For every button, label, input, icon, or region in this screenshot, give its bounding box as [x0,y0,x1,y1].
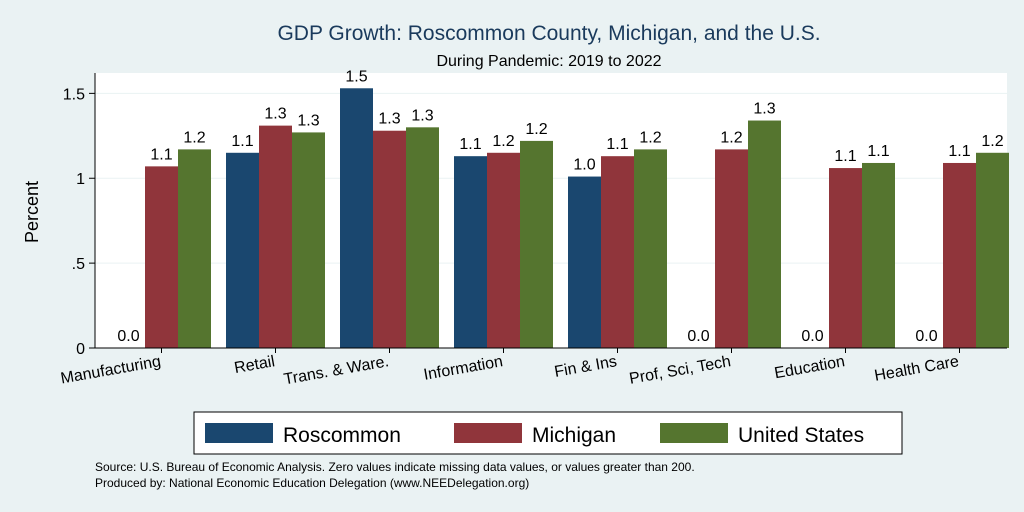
data-label: 1.2 [525,121,547,138]
x-tick-label: Information [422,353,504,384]
data-label: 1.1 [834,148,856,165]
bar [145,166,178,348]
y-axis-label: Percent [22,181,42,243]
bar [943,162,976,348]
data-label: 1.1 [150,146,172,163]
x-tick-label: Health Care [873,353,960,385]
bar [340,88,373,349]
bar [748,120,781,349]
data-label: 0.0 [801,328,823,345]
data-label: 0.0 [687,328,709,345]
bar [178,149,211,348]
data-label: 1.3 [264,106,286,123]
data-label: 1.1 [867,143,889,160]
x-tick-label: Fin & Ins [553,353,618,381]
y-tick-label: 1 [76,171,85,188]
data-label: 1.2 [720,129,742,146]
data-labels-group: 0.0 1.1 1.2 1.1 1.3 1.3 1.5 1.3 1.3 1.1 1.2 1.2 1.0 1… [117,68,1003,345]
bar [259,125,292,348]
x-tick-label: Manufacturing [59,353,162,387]
bar [487,152,520,348]
bars-group [145,88,1009,349]
bar [601,156,634,348]
data-label: 0.0 [915,328,937,345]
bar [829,168,862,348]
data-label: 0.0 [117,328,139,345]
chart-subtitle: During Pandemic: 2019 to 2022 [436,53,661,70]
data-label: 1.1 [606,136,628,153]
bar [226,152,259,348]
chart-title: GDP Growth: Roscommon County, Michigan, … [277,22,820,45]
data-label: 1.1 [459,136,481,153]
data-label: 1.1 [231,133,253,150]
bar [634,149,667,348]
y-ticks-group: 0 .5 1 1.5 [63,86,95,358]
bar [715,149,748,348]
y-tick-label: .5 [72,256,85,273]
bar [568,176,601,348]
data-label: 1.2 [183,129,205,146]
legend-swatch [454,423,522,443]
legend-label: Roscommon [283,424,401,447]
legend-label: Michigan [532,424,616,447]
data-label: 1.3 [378,111,400,128]
legend-label: United States [738,424,864,447]
source-note: Source: U.S. Bureau of Economic Analysis… [95,460,695,474]
bar [292,132,325,348]
legend-box [193,411,903,455]
bar [406,127,439,348]
y-tick-label: 0 [76,341,85,358]
x-tick-label: Education [773,353,846,382]
data-label: 1.3 [411,107,433,124]
x-ticks-group: Manufacturing Retail Trans. & Ware. Informa… [59,348,960,388]
data-label: 1.2 [981,133,1003,150]
x-tick-label: Trans. & Ware. [282,353,390,388]
bar [976,152,1009,348]
producer-note: Produced by: National Economic Education… [95,476,529,490]
data-label: 1.3 [753,101,775,118]
bar [373,130,406,348]
legend-swatch [205,423,273,443]
x-tick-label: Retail [233,353,276,377]
bar [520,140,553,348]
legend: Roscommon Michigan United States [193,411,903,455]
data-label: 1.2 [639,129,661,146]
data-label: 1.0 [573,157,595,174]
data-label: 1.5 [345,68,367,85]
data-label: 1.3 [297,112,319,129]
legend-swatch [660,423,728,443]
bar [454,156,487,348]
y-tick-label: 1.5 [63,86,85,103]
x-tick-label: Prof, Sci, Tech [628,353,732,388]
data-label: 1.2 [492,133,514,150]
data-label: 1.1 [948,143,970,160]
bar [862,162,895,348]
